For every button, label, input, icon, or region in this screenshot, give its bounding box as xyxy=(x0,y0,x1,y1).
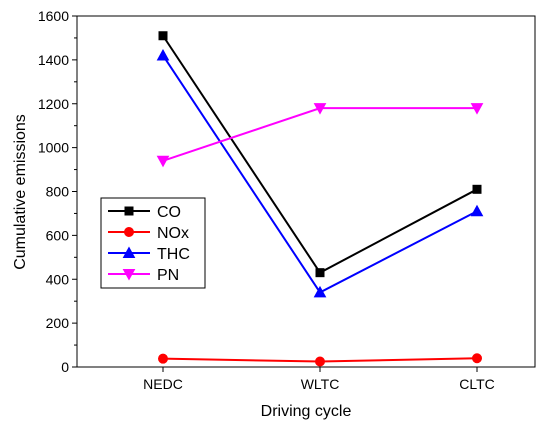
data-point-pn xyxy=(470,103,484,115)
legend-label-pn: PN xyxy=(157,267,179,284)
legend: CO NOx THC PN xyxy=(100,197,206,289)
y-axis: 0 200 400 600 800 1000 1200 1400 1600 xyxy=(38,8,77,375)
series-thc xyxy=(156,48,484,298)
data-point-nox xyxy=(158,353,168,364)
legend-marker-pn xyxy=(122,269,136,281)
data-point-thc xyxy=(313,285,327,298)
x-tick-label: NEDC xyxy=(143,376,183,392)
x-tick-label: WLTC xyxy=(301,376,340,392)
y-tick-label: 800 xyxy=(46,184,70,200)
legend-marker-nox xyxy=(124,227,134,237)
series-co xyxy=(158,31,482,278)
legend-label-co: CO xyxy=(157,204,181,221)
plot-frame xyxy=(76,15,536,368)
y-tick-label: 200 xyxy=(46,315,70,331)
legend-marker-thc xyxy=(122,246,136,258)
data-point-nox xyxy=(315,356,325,367)
x-axis: NEDC WLTC CLTC xyxy=(143,367,495,392)
y-tick-label: 0 xyxy=(61,359,69,375)
data-point-pn xyxy=(156,155,170,168)
y-tick-label: 1200 xyxy=(38,96,69,112)
data-point-co xyxy=(158,31,168,41)
data-point-co xyxy=(472,184,482,194)
y-tick-label: 1400 xyxy=(38,52,69,68)
data-point-nox xyxy=(472,353,482,364)
legend-label-nox: NOx xyxy=(157,225,189,242)
series-line-thc xyxy=(162,54,478,294)
legend-marker-co xyxy=(124,206,134,216)
series-nox xyxy=(158,353,482,367)
y-tick-label: 1600 xyxy=(38,8,69,24)
x-tick-label: CLTC xyxy=(459,376,495,392)
data-point-co xyxy=(315,268,325,278)
series-pn xyxy=(156,103,484,168)
legend-label-thc: THC xyxy=(157,246,190,263)
y-tick-label: 400 xyxy=(46,271,70,287)
x-axis-title: Driving cycle xyxy=(261,403,352,420)
series-line-pn xyxy=(162,107,477,162)
y-tick-label: 1000 xyxy=(38,140,69,156)
data-point-thc xyxy=(156,48,170,61)
series-layer xyxy=(156,31,484,367)
y-tick-label: 600 xyxy=(46,227,70,243)
y-axis-title: Cumulative emissions xyxy=(12,114,29,270)
series-line-co xyxy=(162,35,478,274)
data-point-pn xyxy=(313,103,327,115)
data-point-thc xyxy=(470,204,484,217)
legend-box xyxy=(100,197,206,289)
